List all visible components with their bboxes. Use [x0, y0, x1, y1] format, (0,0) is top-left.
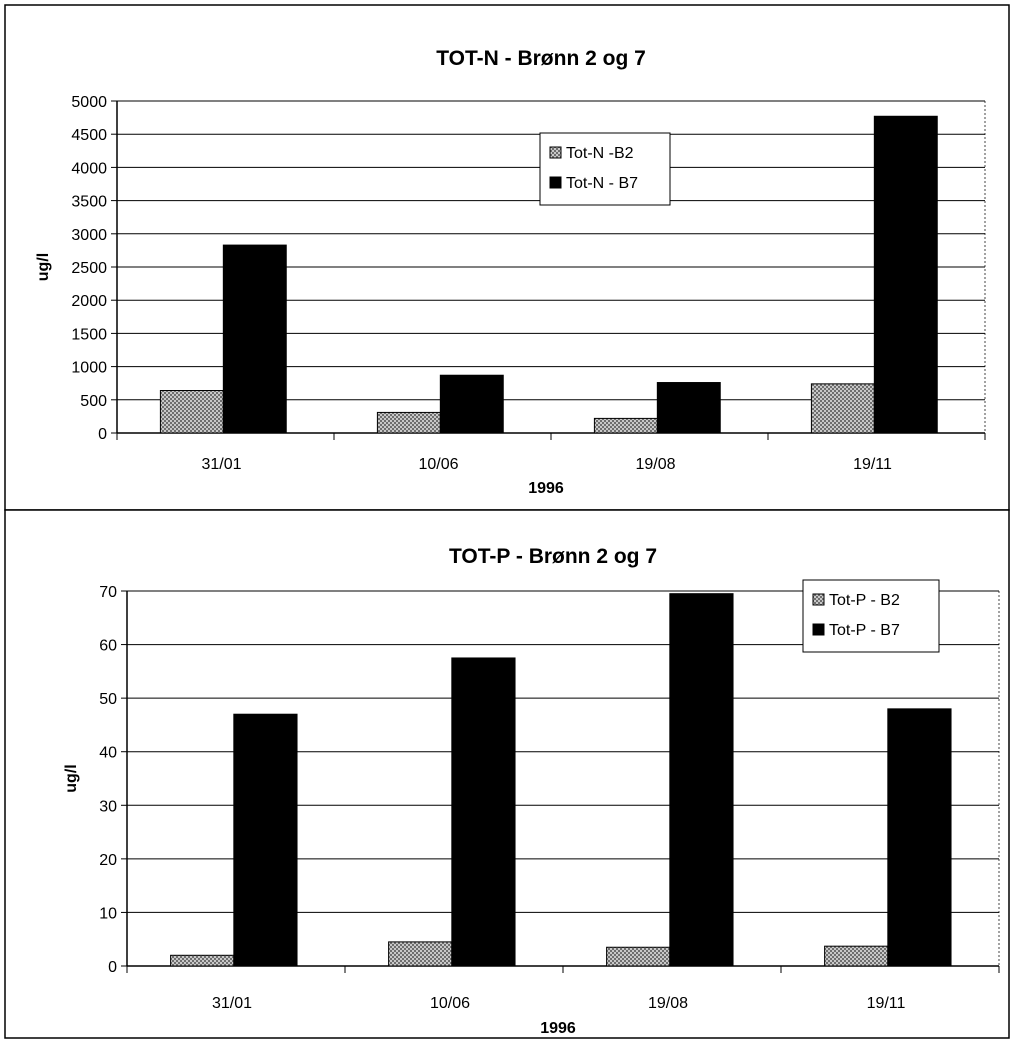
y-tick-label: 3500	[71, 194, 107, 211]
chart-1: 0 10 20 30 40 50 60 70 31/01 10/06 19/08 19/11 TOT-P…	[4, 509, 1010, 1039]
y-tick-label: 1000	[71, 360, 107, 377]
y-axis-label: ug/l	[63, 764, 80, 792]
bar-b2-10-06	[388, 941, 453, 967]
bar-b2-10-06	[376, 411, 441, 434]
bar-b2-31-01	[159, 390, 224, 434]
x-axis-label: 1996	[528, 480, 564, 497]
bar-b2-19-08	[593, 417, 658, 434]
x-tick-label: 19/11	[867, 995, 906, 1012]
bar-b2-19-11	[824, 945, 889, 967]
bar-b7-10-06	[451, 657, 516, 967]
chart-panel-border	[4, 4, 1010, 511]
y-tick-label: 0	[108, 959, 117, 976]
x-axis-label: 1996	[540, 1020, 576, 1037]
y-tick-label: 10	[99, 905, 117, 922]
x-tick-label: 19/11	[853, 456, 892, 473]
y-tick-label: 2500	[71, 260, 107, 277]
legend-label: Tot-N -B2	[566, 145, 634, 162]
legend-box	[802, 579, 940, 653]
bar-b7-19-11	[887, 708, 952, 967]
y-tick-label: 70	[99, 584, 117, 601]
x-tick-label: 10/06	[418, 456, 458, 473]
y-axis-label: ug/l	[35, 253, 52, 281]
y-tick-label: 1500	[71, 326, 107, 343]
legend-label: Tot-P - B2	[829, 592, 900, 609]
bar-b2-19-08	[606, 946, 671, 967]
legend-label: Tot-P - B7	[829, 622, 900, 639]
bar-b2-31-01	[170, 954, 235, 967]
legend-swatch	[812, 593, 825, 606]
y-tick-label: 2000	[71, 293, 107, 310]
chart-0: 0 500 1000 1500 2000 2500 3000 3500 4000 4500 5000…	[4, 4, 1010, 511]
x-tick-label: 19/08	[648, 995, 688, 1012]
y-tick-label: 50	[99, 691, 117, 708]
x-tick-label: 19/08	[635, 456, 675, 473]
x-tick-label: 31/01	[201, 456, 241, 473]
legend-label: Tot-N - B7	[566, 175, 638, 192]
y-tick-label: 0	[98, 426, 107, 443]
legend: Tot-P - B2 Tot-P - B7	[802, 579, 940, 653]
bar-b7-19-08	[669, 593, 734, 967]
bar-b2-19-11	[810, 383, 875, 434]
legend-swatch	[812, 623, 825, 636]
y-tick-label: 5000	[71, 94, 107, 111]
y-tick-label: 4500	[71, 127, 107, 144]
y-tick-label: 40	[99, 745, 117, 762]
y-tick-label: 20	[99, 852, 117, 869]
legend-swatch	[549, 176, 562, 189]
legend-box	[539, 132, 671, 206]
y-tick-label: 60	[99, 638, 117, 655]
bar-b7-10-06	[439, 374, 504, 434]
y-tick-label: 500	[80, 393, 107, 410]
bar-b7-31-01	[233, 713, 298, 967]
chart-title: TOT-N - Brønn 2 og 7	[436, 47, 646, 70]
bar-b7-19-08	[656, 382, 721, 434]
legend: Tot-N -B2 Tot-N - B7	[539, 132, 671, 206]
y-tick-label: 30	[99, 798, 117, 815]
chart-title: TOT-P - Brønn 2 og 7	[449, 545, 657, 568]
x-tick-label: 10/06	[430, 995, 470, 1012]
legend-swatch	[549, 146, 562, 159]
y-tick-label: 4000	[71, 160, 107, 177]
bar-b7-19-11	[873, 115, 938, 434]
bar-b7-31-01	[222, 244, 287, 434]
y-tick-label: 3000	[71, 227, 107, 244]
x-tick-label: 31/01	[212, 995, 252, 1012]
